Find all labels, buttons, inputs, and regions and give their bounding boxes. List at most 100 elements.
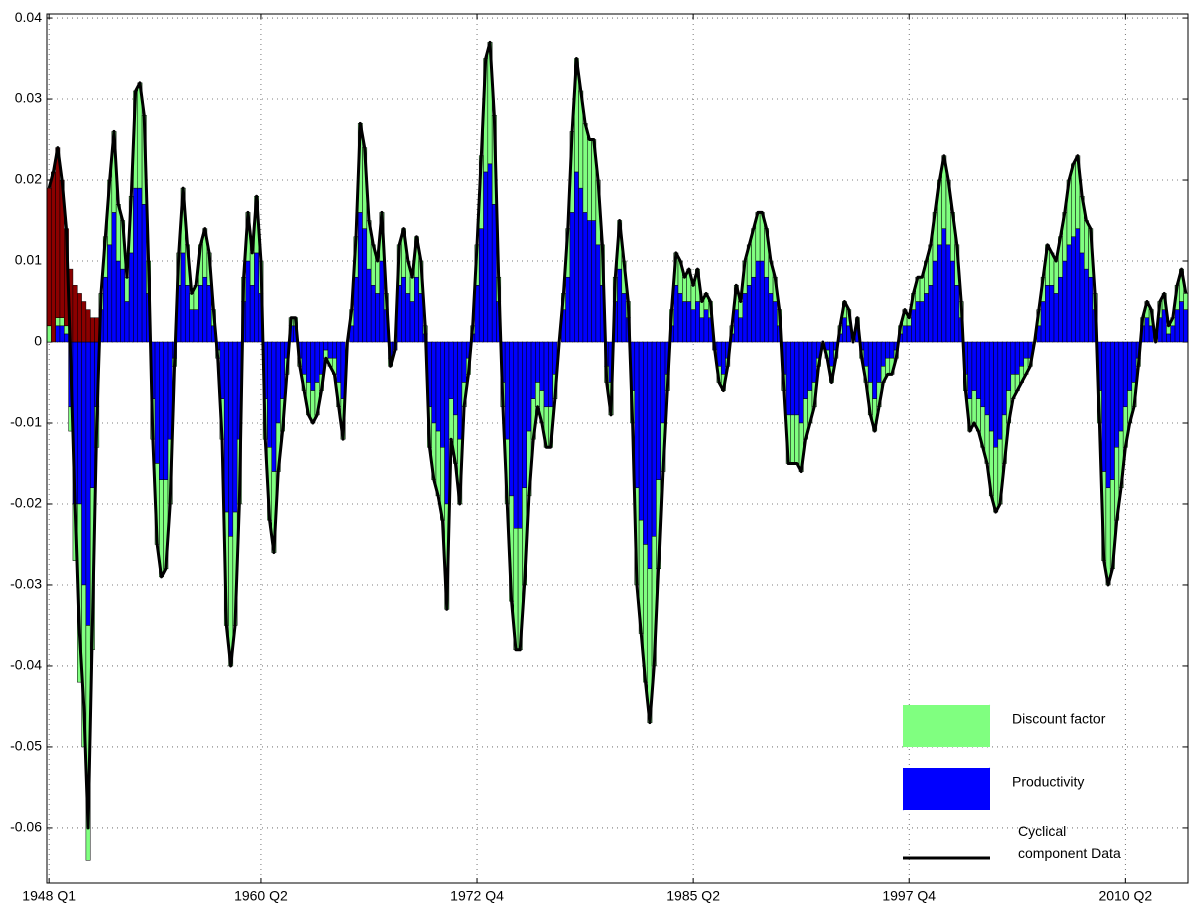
bar: [128, 252, 134, 343]
bar: [46, 187, 52, 327]
bar: [682, 301, 687, 343]
bar: [1014, 341, 1020, 375]
bar: [1075, 228, 1081, 343]
bar: [64, 325, 69, 335]
bar: [159, 341, 164, 480]
bar: [314, 341, 320, 383]
bar: [915, 301, 921, 343]
bar: [1101, 341, 1107, 472]
bar: [453, 341, 458, 416]
bar: [591, 220, 597, 343]
bar: [163, 341, 169, 480]
bar: [1174, 309, 1180, 343]
bar: [937, 244, 942, 343]
bar: [677, 293, 683, 343]
bar: [595, 244, 601, 343]
bar: [517, 341, 523, 529]
bar: [366, 268, 372, 343]
bar: [336, 341, 342, 383]
bar: [803, 341, 808, 399]
y-tick-label: -0.04: [10, 657, 42, 673]
bar: [673, 285, 679, 343]
bar: [876, 341, 882, 383]
bar: [971, 341, 977, 391]
bar: [733, 309, 739, 343]
bar: [189, 293, 195, 310]
bar: [759, 260, 765, 343]
bar: [950, 260, 955, 343]
bar: [509, 341, 515, 497]
y-tick-label: -0.05: [10, 738, 42, 754]
bar: [738, 301, 744, 318]
bar: [695, 301, 700, 343]
bar: [124, 276, 130, 302]
bar: [543, 341, 549, 408]
legend-label: Cyclical component Data: [1018, 823, 1121, 861]
plot-frame: [46, 13, 1189, 884]
bar: [249, 285, 255, 343]
bar: [617, 268, 623, 343]
bar: [72, 285, 78, 343]
bar: [967, 341, 973, 399]
bar: [790, 341, 795, 416]
bar: [185, 285, 190, 343]
bar: [448, 341, 454, 399]
y-tick-label: 0.02: [15, 171, 42, 187]
bar: [582, 123, 588, 213]
bar: [444, 341, 450, 505]
bar: [55, 325, 61, 343]
bar: [431, 341, 437, 424]
bar: [137, 187, 143, 343]
bar: [690, 285, 696, 310]
bar: [945, 244, 951, 343]
bar: [1040, 301, 1046, 343]
legend-label: Discount factor: [1012, 711, 1106, 727]
bar: [586, 220, 592, 343]
bar: [362, 228, 368, 343]
bar: [81, 301, 87, 343]
y-tick-label: 0.03: [15, 90, 42, 106]
bar: [267, 341, 272, 448]
bar: [919, 276, 925, 302]
bar: [794, 414, 800, 464]
bar: [764, 276, 770, 343]
bar: [59, 317, 65, 327]
bar: [228, 341, 234, 537]
bar: [548, 341, 553, 408]
bar: [867, 341, 873, 383]
bar: [1053, 293, 1059, 343]
legend-swatch-diag: [902, 704, 991, 748]
y-tick-label: -0.01: [10, 414, 42, 430]
bar: [77, 341, 82, 505]
bar: [841, 317, 847, 343]
bar: [1062, 260, 1068, 343]
bar: [794, 341, 800, 416]
bar: [768, 293, 774, 343]
bar: [919, 301, 925, 343]
bar: [651, 341, 657, 537]
bar: [141, 204, 147, 343]
bar: [785, 341, 791, 416]
bar: [409, 276, 415, 302]
bar: [55, 147, 61, 318]
bar: [530, 341, 536, 399]
bar: [55, 317, 61, 327]
bar: [102, 276, 108, 343]
bar: [249, 252, 255, 286]
bar: [370, 285, 376, 343]
bar: [565, 276, 571, 343]
bar: [1114, 341, 1120, 448]
bar: [703, 309, 709, 343]
bar: [660, 341, 666, 424]
bar: [206, 285, 212, 343]
bar: [189, 309, 195, 343]
bar: [690, 309, 696, 343]
bar: [483, 171, 489, 343]
bar: [526, 341, 532, 432]
bar: [911, 309, 916, 343]
data-line: [47, 40, 1188, 830]
bar: [457, 341, 463, 440]
bar: [81, 341, 87, 586]
bar: [872, 341, 878, 399]
